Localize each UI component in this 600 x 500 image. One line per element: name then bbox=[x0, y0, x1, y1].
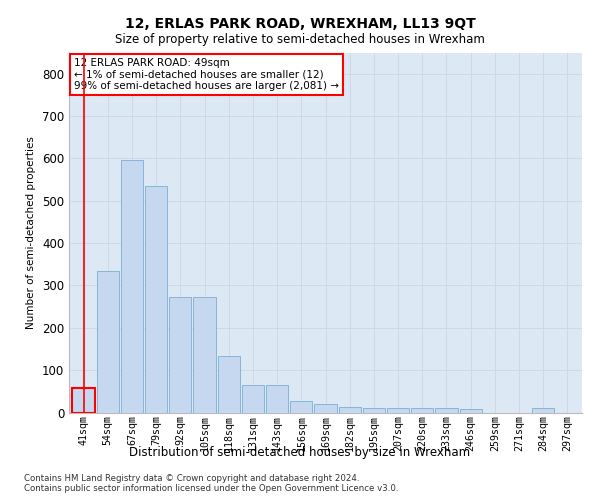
Bar bbox=[169, 298, 191, 412]
Bar bbox=[145, 186, 167, 412]
Y-axis label: Number of semi-detached properties: Number of semi-detached properties bbox=[26, 136, 37, 329]
Bar bbox=[363, 408, 385, 412]
Bar bbox=[532, 408, 554, 412]
Bar bbox=[460, 409, 482, 412]
Bar bbox=[97, 272, 119, 412]
Bar bbox=[436, 408, 458, 412]
Bar bbox=[242, 385, 264, 412]
Bar bbox=[338, 407, 361, 412]
Text: Size of property relative to semi-detached houses in Wrexham: Size of property relative to semi-detach… bbox=[115, 32, 485, 46]
Bar bbox=[290, 401, 313, 412]
Bar bbox=[73, 388, 95, 412]
Bar bbox=[387, 408, 409, 412]
Bar bbox=[266, 385, 288, 412]
Bar bbox=[218, 356, 240, 412]
Text: Distribution of semi-detached houses by size in Wrexham: Distribution of semi-detached houses by … bbox=[130, 446, 470, 459]
Text: 12, ERLAS PARK ROAD, WREXHAM, LL13 9QT: 12, ERLAS PARK ROAD, WREXHAM, LL13 9QT bbox=[125, 18, 475, 32]
Bar bbox=[314, 404, 337, 412]
Text: Contains HM Land Registry data © Crown copyright and database right 2024.: Contains HM Land Registry data © Crown c… bbox=[24, 474, 359, 483]
Text: 12 ERLAS PARK ROAD: 49sqm
← 1% of semi-detached houses are smaller (12)
99% of s: 12 ERLAS PARK ROAD: 49sqm ← 1% of semi-d… bbox=[74, 58, 339, 91]
Bar bbox=[411, 408, 433, 412]
Bar bbox=[193, 298, 215, 412]
Bar bbox=[121, 160, 143, 412]
Text: Contains public sector information licensed under the Open Government Licence v3: Contains public sector information licen… bbox=[24, 484, 398, 493]
